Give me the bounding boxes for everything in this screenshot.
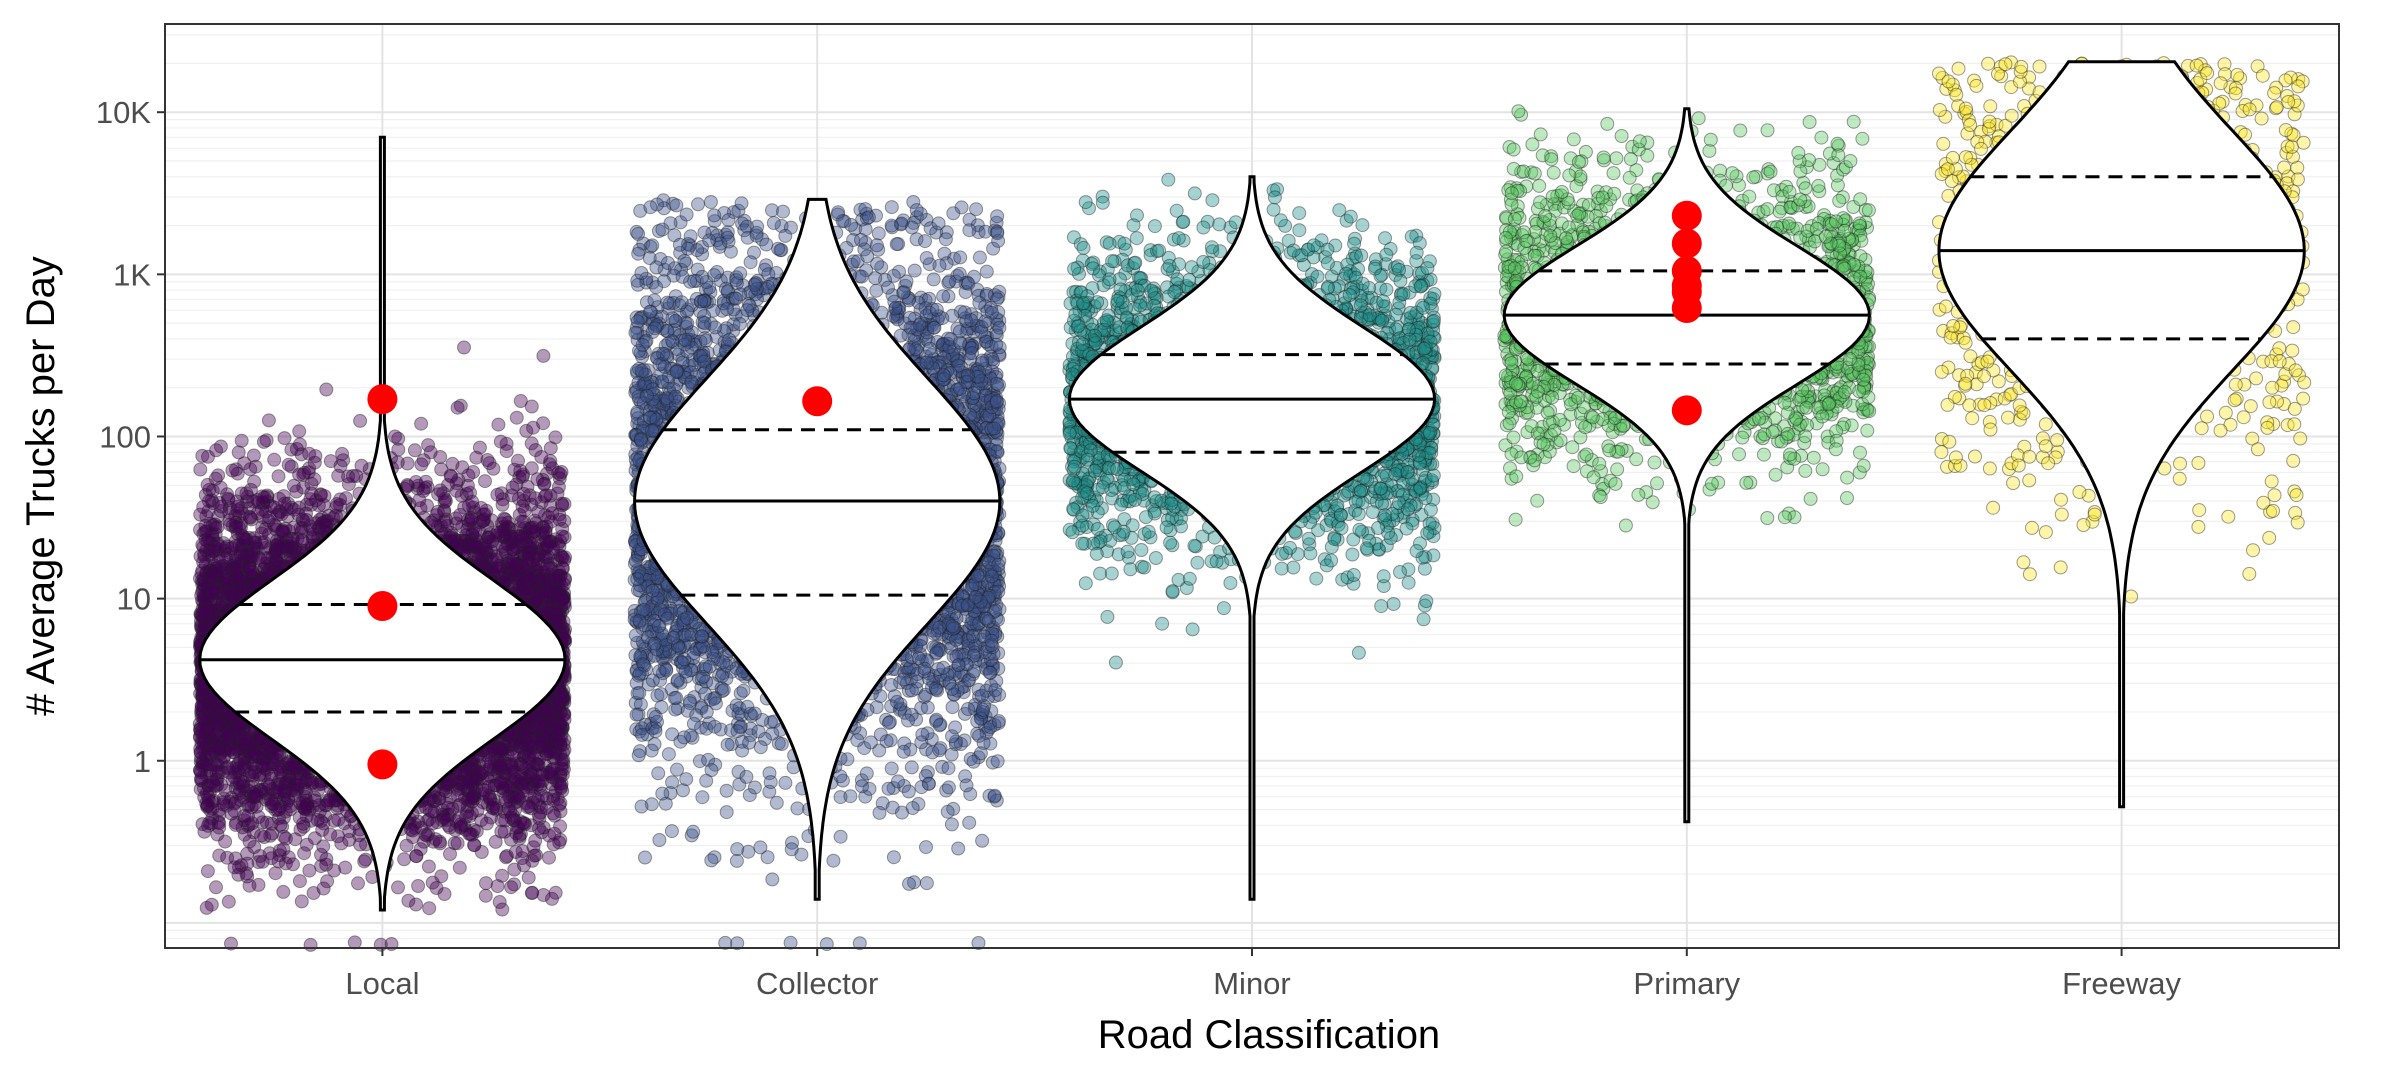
data-point	[194, 463, 207, 476]
data-point	[262, 414, 275, 427]
data-point	[522, 871, 535, 884]
data-point	[303, 864, 316, 877]
data-point	[348, 936, 361, 949]
data-point	[480, 877, 493, 890]
data-point	[543, 851, 556, 864]
data-point	[232, 446, 245, 459]
data-point	[201, 865, 214, 878]
data-point	[219, 835, 232, 848]
data-point	[278, 432, 291, 445]
data-point	[537, 417, 550, 430]
data-point	[320, 383, 333, 396]
data-point	[422, 860, 435, 873]
data-point	[212, 469, 225, 482]
data-point	[304, 938, 317, 951]
data-point	[520, 424, 533, 437]
data-point	[529, 834, 542, 847]
data-point	[537, 349, 550, 362]
data-point	[222, 895, 235, 908]
data-point	[354, 414, 367, 427]
data-point	[451, 837, 464, 850]
data-point	[252, 878, 265, 891]
data-point	[269, 867, 282, 880]
data-point	[293, 425, 306, 438]
data-point	[458, 341, 471, 354]
data-point	[282, 458, 295, 471]
data-point	[426, 876, 439, 889]
data-point	[272, 470, 285, 483]
